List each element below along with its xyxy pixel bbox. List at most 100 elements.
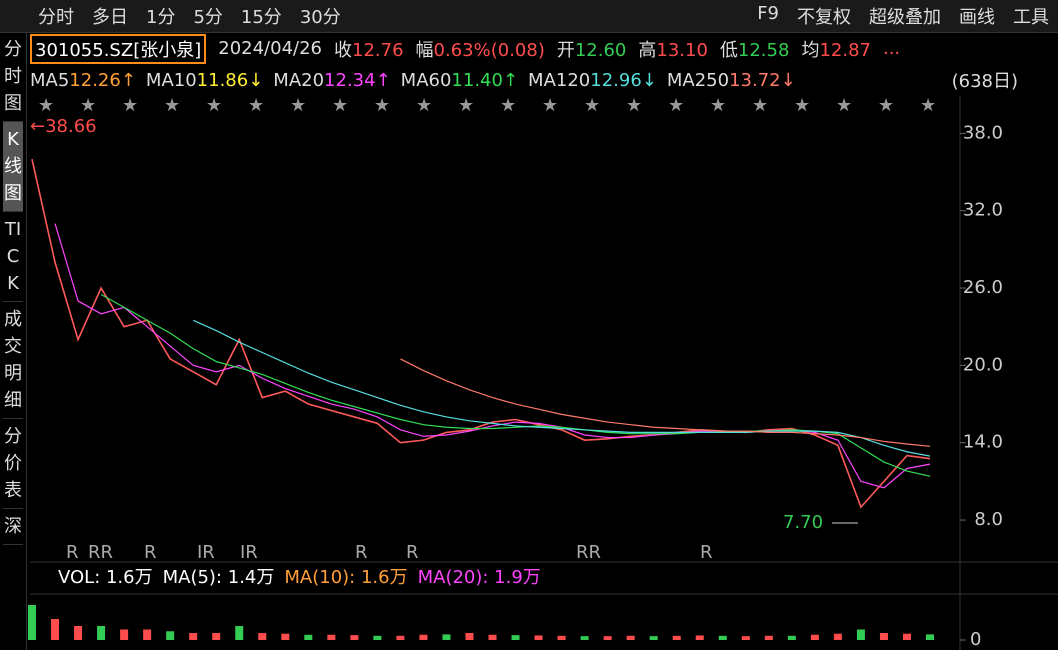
y-tick-label: 32.0 — [963, 200, 1003, 221]
star-icon: ★ — [542, 95, 558, 116]
side-tab[interactable]: 深 — [3, 509, 23, 545]
volume-legend: VOL: 1.6万 MA(5): 1.4万 MA(10): 1.6万 MA(20): … — [58, 567, 541, 588]
tab[interactable]: 15分 — [240, 7, 282, 28]
volume-bar — [511, 635, 520, 640]
star-icon: ★ — [500, 95, 516, 116]
tab[interactable]: 30分 — [299, 7, 341, 28]
tool-button[interactable]: 不复权 — [797, 7, 851, 28]
volume-bar — [189, 633, 198, 640]
side-tab[interactable]: 分价表 — [3, 419, 23, 509]
star-icon: ★ — [836, 95, 852, 116]
volume-legend-item: VOL: 1.6万 — [58, 567, 153, 588]
volume-bar — [695, 635, 704, 640]
star-icon: ★ — [374, 95, 390, 116]
volume-bar — [120, 629, 129, 640]
event-marker: R — [406, 542, 419, 563]
star-icon: ★ — [794, 95, 810, 116]
star-icon: ★ — [458, 95, 474, 116]
tool-button[interactable]: F9 — [757, 3, 779, 24]
side-tab[interactable]: 成交明细 — [3, 302, 23, 419]
star-icon: ★ — [164, 95, 180, 116]
volume-bar — [465, 633, 474, 640]
ma-item: MA1011.86↓ — [146, 70, 263, 91]
price-line — [400, 358, 931, 447]
tab[interactable]: 1分 — [146, 7, 176, 28]
star-icon: ★ — [122, 95, 138, 116]
volume-bar — [787, 635, 796, 640]
sidebar: 分时图 K线图 TICK 成交明细 分价表深 — [0, 32, 27, 650]
tool-button[interactable]: 超级叠加 — [869, 7, 941, 28]
star-icon: ★ — [290, 95, 306, 116]
volume-bar — [580, 636, 589, 640]
ma-value: 12.34↑ — [324, 69, 391, 91]
star-icon: ★ — [584, 95, 600, 116]
quote-label: 幅 — [415, 39, 434, 61]
volume-bar — [534, 635, 543, 640]
volume-bar — [373, 635, 382, 640]
y-tick-label: 0 — [970, 629, 981, 650]
side-tab[interactable]: TICK — [3, 212, 23, 302]
volume-bar — [810, 634, 819, 640]
ma-value: 11.86↓ — [196, 69, 264, 91]
star-icon: ★ — [626, 95, 642, 116]
tool-button[interactable]: 画线 — [959, 7, 995, 28]
toolbar: 分时 多日 1分 5分 15分 30分 F9 不复权 超级叠加 画线 工具 — [0, 0, 1058, 33]
star-icon: ★ — [332, 95, 348, 116]
volume-bar — [51, 619, 60, 640]
quote-value: 12.58 — [737, 39, 790, 61]
quote-value: 12.87 — [819, 39, 871, 61]
side-tab[interactable]: 分时图 — [3, 32, 23, 122]
volume-bar — [764, 635, 773, 640]
ma-value: 11.40↑ — [451, 69, 519, 91]
ma-value: 12.26↑ — [69, 69, 136, 91]
more[interactable]: ... — [882, 38, 901, 59]
symbol: 301055.SZ[张小泉] — [30, 33, 207, 64]
volume-bar — [97, 626, 106, 640]
event-marker: R — [355, 542, 368, 563]
volume-bar — [926, 634, 934, 640]
quote-label: 低 — [719, 39, 738, 61]
y-tick-label: 14.0 — [963, 432, 1003, 453]
tab[interactable]: 5分 — [193, 7, 223, 28]
tab[interactable]: 多日 — [92, 7, 128, 28]
quote-item: 幅0.63%(0.08) — [416, 36, 545, 62]
event-marker: R — [144, 542, 157, 563]
volume-legend-item: MA(20): 1.9万 — [418, 567, 541, 588]
side-tab[interactable]: K线图 — [3, 122, 23, 212]
volume-bar — [672, 635, 681, 640]
period[interactable]: (638日) — [951, 71, 1018, 92]
ma-label: MA250 — [666, 69, 730, 91]
quote-label: 高 — [638, 39, 657, 61]
event-marker: R — [700, 542, 713, 563]
ma-item: MA12012.96↓ — [528, 70, 657, 91]
volume-bar — [718, 635, 727, 640]
volume-legend-item: MA(10): 1.6万 — [284, 567, 407, 588]
quote-label: 收 — [334, 39, 352, 61]
volume-bar — [258, 633, 267, 640]
y-tick-label: 26.0 — [963, 277, 1003, 298]
volume-bar — [281, 633, 290, 640]
volume-bar — [212, 633, 221, 640]
quote-value: 12.76 — [352, 39, 404, 61]
volume-bar — [235, 626, 244, 640]
volume-bar — [488, 634, 497, 640]
tab[interactable]: 分时 — [38, 7, 74, 28]
volume-bar — [649, 636, 658, 640]
quote-bar: 301055.SZ[张小泉] 2024/04/26 收12.76 幅0.63%(0.0… — [30, 33, 1058, 64]
star-icon: ★ — [668, 95, 684, 116]
quote-value: 13.10 — [656, 39, 708, 61]
tool-button[interactable]: 工具 — [1013, 7, 1049, 28]
event-marker: R — [66, 542, 79, 563]
quote-value: 0.63%(0.08) — [433, 39, 545, 61]
y-tick-label: 38.0 — [963, 122, 1003, 143]
volume-bar — [626, 635, 635, 640]
ma-label: MA5 — [30, 69, 70, 91]
volume-bar — [143, 629, 152, 640]
ma-value: 13.72↓ — [729, 69, 796, 91]
star-icon: ★ — [878, 95, 894, 116]
volume-bar — [304, 634, 313, 640]
ma-item: MA2012.34↑ — [273, 70, 390, 91]
quote-label: 开 — [556, 39, 575, 61]
